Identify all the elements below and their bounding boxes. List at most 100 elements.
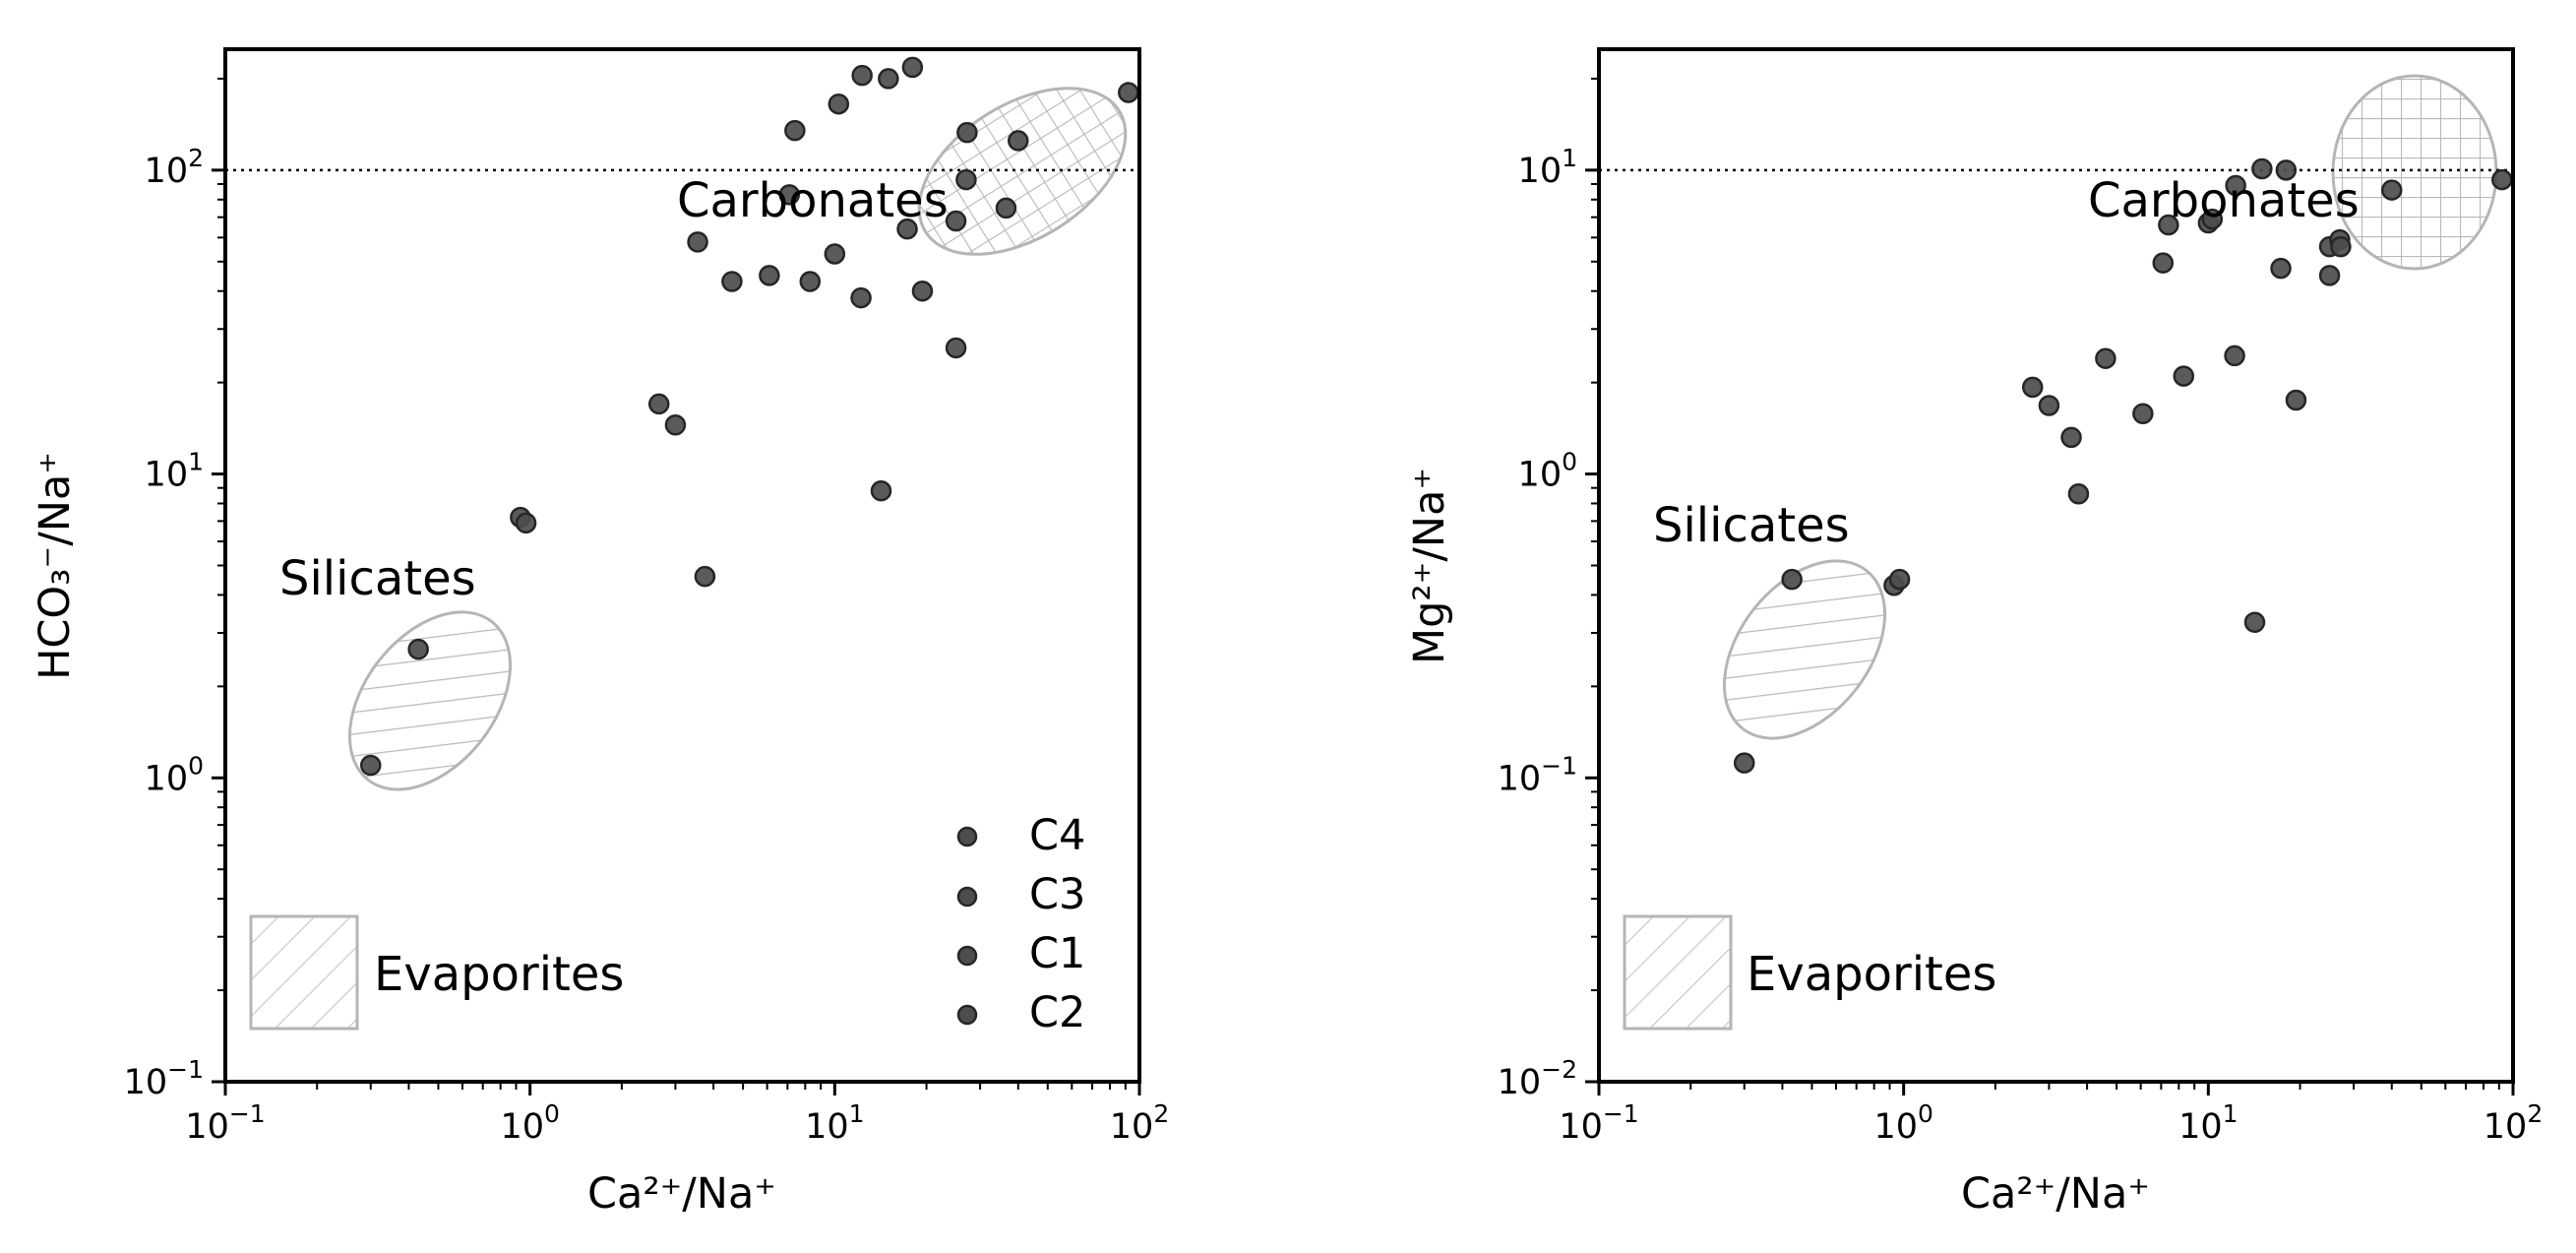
data-point: [694, 565, 716, 588]
data-point: [2275, 159, 2298, 181]
data-point: [647, 393, 670, 415]
data-point: [359, 754, 382, 777]
data-point: [1888, 568, 1911, 591]
data-point: [687, 231, 708, 253]
data-point: [896, 218, 918, 240]
data-point: [956, 121, 978, 144]
legend-label-c2: C2: [1029, 988, 1085, 1037]
silicates-region: [347, 610, 513, 791]
y-tick-label: 10−2: [1498, 1055, 1577, 1102]
legend-marker-c4: [956, 826, 978, 847]
evaporites-label: Evaporites: [374, 947, 624, 1002]
data-point: [2318, 265, 2341, 286]
data-point: [2038, 395, 2060, 416]
legend-label-c4: C4: [1029, 811, 1085, 860]
y-tick-label: 101: [145, 448, 204, 495]
data-point: [2224, 345, 2245, 367]
data-point: [2152, 252, 2175, 274]
data-point: [2270, 257, 2292, 280]
carbonates-label: Carbonates: [2088, 173, 2360, 228]
carbonates-region: [2331, 74, 2498, 271]
x-tick-label: 10−1: [185, 1099, 265, 1147]
evaporites-region: [1623, 914, 1733, 1031]
data-point: [2173, 365, 2195, 387]
x-tick-label: 10−1: [1559, 1099, 1638, 1147]
data-point: [2201, 208, 2224, 230]
data-point: [2060, 426, 2082, 449]
legend-entry: C2: [956, 988, 1085, 1037]
data-point: [945, 210, 967, 232]
data-point: [1008, 130, 1029, 152]
region-layer: [1623, 74, 2498, 1031]
x-tick-label: 101: [2178, 1099, 2238, 1147]
x-axis-label: Ca²⁺/Na⁺: [1961, 1169, 2150, 1219]
data-points: [1733, 157, 2513, 774]
y-axis-label: Mg²⁺/Na⁺: [1405, 468, 1454, 664]
evaporites-label: Evaporites: [1747, 947, 1996, 1002]
silicates-label: Silicates: [279, 551, 476, 606]
y-tick-label: 100: [145, 751, 204, 798]
data-point: [945, 337, 967, 359]
legend-entry: C4: [956, 811, 1085, 860]
data-point: [911, 280, 934, 302]
data-point: [664, 414, 687, 436]
data-point: [515, 512, 537, 534]
legend-marker-c1: [956, 945, 978, 967]
data-point: [778, 184, 801, 206]
x-ticks: 10−1 100 101 102: [185, 1082, 1169, 1147]
data-point: [2132, 403, 2154, 424]
data-point: [995, 197, 1017, 219]
evaporites-region: [249, 914, 359, 1031]
legend-marker-c3: [956, 886, 978, 908]
y-axis-label: HCO₃⁻/Na⁺: [31, 452, 80, 680]
x-tick-label: 100: [500, 1099, 559, 1147]
x-axis-label: Ca²⁺/Na⁺: [587, 1169, 776, 1219]
data-point: [784, 119, 806, 142]
plot-frame: [223, 47, 1141, 1084]
data-point: [878, 68, 899, 90]
data-point: [870, 479, 892, 502]
data-point: [2158, 214, 2179, 236]
data-point: [2330, 235, 2352, 258]
carbonates-label: Carbonates: [677, 173, 949, 228]
plot-frame: [1597, 47, 2515, 1084]
data-point: [759, 265, 780, 286]
silicates-region: [1722, 559, 1887, 740]
data-point: [799, 271, 822, 292]
data-point: [2095, 347, 2116, 369]
y-tick-label: 101: [1518, 144, 1577, 191]
y-ticks: 10−1 100 101 102: [124, 77, 225, 1102]
data-point: [2243, 611, 2266, 634]
legend-marker-c2: [956, 1004, 978, 1026]
legend-entry: C1: [956, 929, 1085, 978]
data-point: [2251, 157, 2273, 180]
y-tick-label: 100: [1518, 448, 1577, 495]
data-point: [2285, 389, 2307, 411]
data-point: [850, 286, 872, 309]
y-tick-label: 102: [145, 144, 204, 191]
data-point: [1733, 752, 1755, 774]
chart-panel-left: 10−1 100 101 102 10−1 100 101 102 Silicates Ca…: [31, 47, 1169, 1219]
data-point: [2225, 174, 2246, 197]
x-tick-label: 101: [805, 1099, 864, 1147]
data-point: [901, 56, 924, 79]
data-point: [721, 271, 743, 292]
data-point: [2491, 168, 2513, 191]
legend-entry: C3: [956, 870, 1085, 919]
data-point: [1118, 82, 1139, 103]
x-tick-label: 102: [1110, 1099, 1169, 1147]
y-ticks: 10−2 10−1 100 101: [1498, 77, 1599, 1102]
x-ticks: 10−1 100 101 102: [1559, 1082, 2543, 1147]
data-point: [407, 638, 429, 660]
data-point: [2381, 179, 2403, 201]
data-points: [359, 56, 1139, 777]
data-point: [851, 64, 873, 87]
legend-label-c1: C1: [1029, 929, 1085, 978]
x-tick-label: 102: [2484, 1099, 2543, 1147]
data-point: [2021, 376, 2044, 399]
legend-label-c3: C3: [1029, 870, 1085, 919]
y-tick-label: 10−1: [1498, 751, 1577, 798]
data-point: [828, 93, 850, 115]
